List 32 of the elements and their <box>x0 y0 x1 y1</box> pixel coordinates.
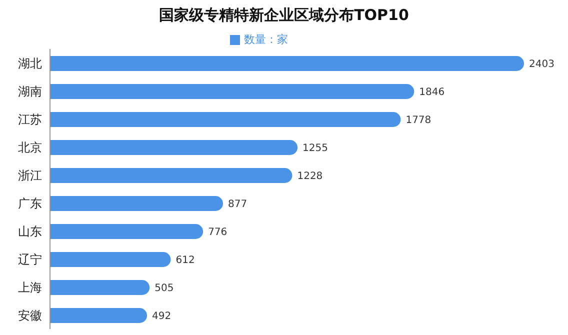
y-tick-label: 安徽 <box>18 308 42 322</box>
bar <box>50 112 401 127</box>
bar <box>50 308 148 323</box>
bar <box>50 280 150 295</box>
bar <box>50 56 524 71</box>
y-tick-label: 广东 <box>18 196 42 210</box>
data-label: 1228 <box>297 171 323 182</box>
bar <box>50 84 414 99</box>
data-label: 2403 <box>529 59 554 70</box>
data-label: 877 <box>228 199 248 210</box>
y-tick-label: 江苏 <box>18 112 42 126</box>
y-tick-label: 北京 <box>18 140 42 154</box>
y-tick-label: 湖南 <box>18 84 42 98</box>
y-tick-label: 山东 <box>18 224 42 238</box>
bar <box>50 140 298 155</box>
data-label: 776 <box>208 227 228 238</box>
bar <box>50 168 292 183</box>
bar <box>50 196 223 211</box>
data-label: 1255 <box>302 143 328 154</box>
bar <box>50 252 171 267</box>
y-tick-label: 辽宁 <box>18 252 42 266</box>
chart-title: 国家级专精特新企业区域分布TOP10 <box>158 5 410 26</box>
data-label: 492 <box>152 311 172 322</box>
data-label: 1846 <box>419 87 445 98</box>
y-tick-label: 上海 <box>18 280 42 294</box>
data-label: 612 <box>176 255 195 266</box>
y-tick-label: 湖北 <box>18 56 42 70</box>
data-label: 1778 <box>406 115 432 126</box>
y-tick-label: 浙江 <box>18 168 42 182</box>
data-label: 505 <box>154 283 174 294</box>
bar <box>50 224 204 239</box>
legend-label: 数量：家 <box>244 33 288 46</box>
